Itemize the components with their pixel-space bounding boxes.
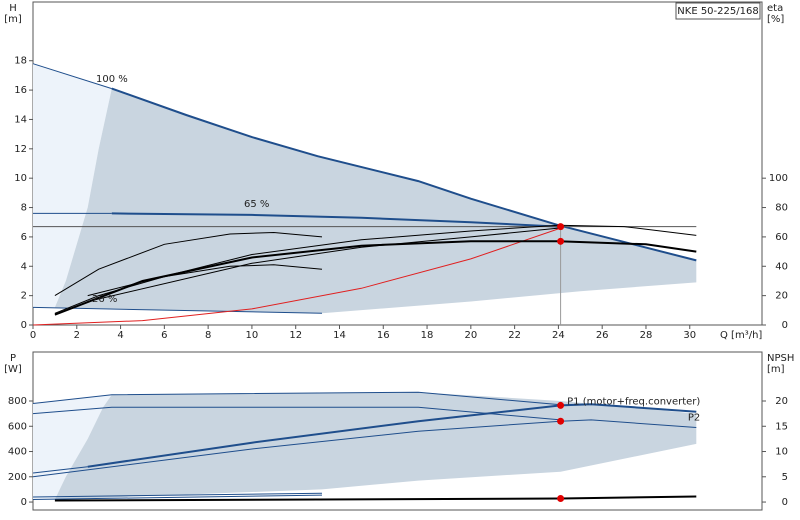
y-tick-label: 14 [14, 114, 27, 125]
x-tick-label: 12 [289, 330, 302, 341]
curve [32, 492, 323, 498]
curve-label: P1 (motor+freq.converter) [567, 397, 700, 408]
curve [32, 227, 561, 326]
y-tick-label: 200 [8, 472, 27, 483]
x-tick-label: 18 [421, 330, 434, 341]
y2-tick-label: 100 [769, 173, 788, 184]
operating-area [54, 392, 697, 500]
x-tick-label: 20 [464, 330, 477, 341]
x-tick-label: 14 [333, 330, 346, 341]
x-tick-label: 6 [161, 330, 167, 341]
y-axis-title: P [10, 353, 16, 364]
x-tick-label: 24 [552, 330, 565, 341]
x-tick-label: 2 [74, 330, 80, 341]
x-tick-label: 0 [30, 330, 36, 341]
curve [87, 403, 697, 468]
x-tick-label: 16 [377, 330, 390, 341]
curve [54, 231, 323, 297]
duty-point [557, 237, 565, 245]
x-tick-label: 28 [640, 330, 653, 341]
y2-axis-title: eta [767, 3, 783, 14]
y-tick-label: 2 [21, 291, 27, 302]
y-tick-label: 800 [8, 396, 27, 407]
y-tick-label: 8 [21, 203, 27, 214]
x-tick-label: 8 [205, 330, 211, 341]
curve [87, 227, 559, 302]
y2-axis-unit: [%] [767, 14, 784, 25]
y-tick-label: 12 [14, 144, 27, 155]
y2-axis-unit: [m] [767, 364, 785, 375]
curve [111, 87, 697, 262]
y-tick-label: 6 [21, 232, 27, 243]
y-tick-label: 16 [14, 85, 27, 96]
x-tick-label: 10 [246, 330, 259, 341]
model-box [675, 2, 761, 20]
operating-area [33, 394, 112, 500]
duty-point [557, 401, 565, 409]
y2-tick-label: 60 [775, 232, 788, 243]
curve [87, 224, 697, 297]
duty-point [557, 223, 565, 231]
y2-tick-label: 40 [775, 261, 788, 272]
curve-label: P2 [688, 413, 700, 424]
y2-tick-label: 20 [775, 396, 788, 407]
y2-tick-label: 0 [782, 497, 788, 508]
curve [32, 494, 323, 500]
operating-area [33, 63, 112, 308]
x-tick-label: 4 [117, 330, 123, 341]
x-tick-label: 22 [508, 330, 521, 341]
curve [54, 240, 697, 316]
y-tick-label: 0 [21, 497, 27, 508]
y2-tick-label: 20 [775, 291, 788, 302]
duty-point [557, 495, 565, 503]
y-tick-label: 10 [14, 173, 27, 184]
curve [32, 306, 323, 314]
x-tick-label: 26 [596, 330, 609, 341]
y2-tick-label: 15 [775, 421, 788, 432]
y-tick-label: 4 [21, 261, 27, 272]
x-axis-title: Q [m³/h] [720, 330, 762, 341]
annotation: 100 % [96, 74, 128, 85]
curve [111, 212, 559, 228]
y2-tick-label: 80 [775, 203, 788, 214]
y-axis-title: H [9, 3, 17, 14]
y2-axis-title: NPSH [767, 353, 794, 364]
duty-point [557, 417, 565, 425]
y-axis-unit: [m] [4, 14, 22, 25]
y-tick-label: 0 [21, 320, 27, 331]
operating-area [54, 88, 697, 314]
y2-tick-label: 5 [782, 472, 788, 483]
model-name: NKE 50-225/168 [677, 6, 758, 17]
curve [32, 391, 561, 406]
y2-tick-label: 0 [782, 320, 788, 331]
y-tick-label: 600 [8, 421, 27, 432]
x-tick-label: 30 [683, 330, 696, 341]
curve [32, 419, 697, 478]
annotation: 26 % [92, 294, 117, 305]
curve [32, 466, 88, 474]
curve [32, 63, 112, 90]
y2-tick-label: 10 [775, 447, 788, 458]
y-tick-label: 18 [14, 56, 27, 67]
annotation: 65 % [244, 199, 269, 210]
y-tick-label: 400 [8, 447, 27, 458]
curve [54, 264, 323, 314]
y-axis-unit: [W] [4, 364, 22, 375]
